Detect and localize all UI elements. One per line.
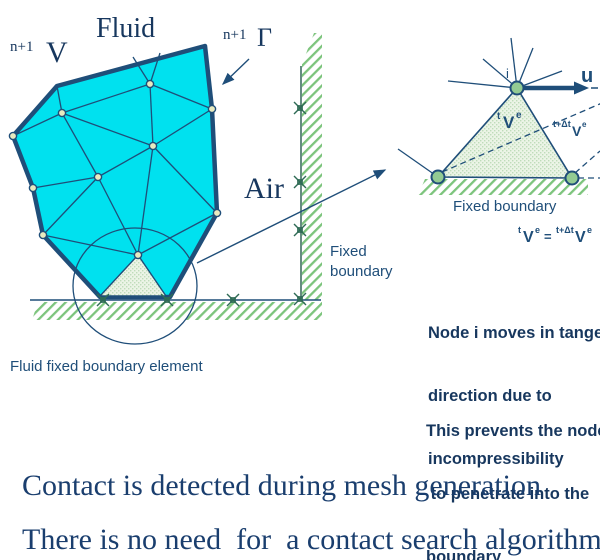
u-label: u [581,65,593,87]
detail-hatch [418,179,588,195]
svg-text:e: e [587,225,592,235]
svg-text:e: e [535,225,540,235]
fluid-region [10,43,220,300]
volume-formula: t V e = t+Δt V e [518,225,592,246]
note-penetration: This prevents the node to penetrate into… [426,379,600,560]
mesh-nodes [8,79,222,260]
leader-arrow [196,169,387,264]
statement-contact-detection: Contact is detected during mesh generati… [22,469,542,502]
svg-text:V: V [523,229,534,246]
note-line: direction due to [428,387,552,405]
boundary-element-triangle [98,253,168,297]
mesh-edges [12,52,218,256]
air-label: Air [244,172,284,205]
v-label: V [46,36,68,69]
detail-nodes [430,80,580,186]
svg-text:V: V [575,229,586,246]
velocity-arrowhead [574,81,589,95]
tdtve-sup-e: e [582,120,587,129]
node-i [509,80,525,96]
svg-text:t: t [518,225,521,235]
floor-hatch [32,302,322,320]
note-incompressibility: Node i moves in tangential direction due… [428,281,600,512]
gamma-superscript: n+1 [223,27,246,43]
element-caption: Fluid fixed boundary element [10,358,203,375]
detail-element-triangle [436,86,574,179]
tdtve-sup-t: t+Δt [553,119,571,129]
tve-v: V [503,113,515,132]
gamma-label: Γ [257,23,272,52]
displaced-element-dashed [441,103,600,179]
note-line: incompressibility [428,450,564,468]
note-line: boundary [426,548,502,560]
v-superscript: n+1 [10,39,33,55]
svg-text:=: = [544,229,552,244]
fixed-boundary-label-line2: boundary [330,263,393,280]
wall-hatch [302,33,322,300]
svg-text:t+Δt: t+Δt [556,225,574,235]
statement-no-search: There is no need for a contact search al… [22,523,600,556]
tve-sup-e: e [516,110,522,121]
note-line: Node i moves in tangential [428,324,600,342]
detail-fixed-boundary-label: Fixed boundary [453,198,557,215]
tdtve-v: V [572,123,582,139]
fixed-boundary-label-line1: Fixed [330,243,367,260]
tve-sup-t: t [497,111,501,122]
highlight-circle [72,227,198,345]
fluid-label: Fluid [96,13,155,44]
note-line: This prevents the node [426,422,600,440]
node-i-label: i [506,66,509,81]
gamma-arrow [221,58,250,85]
note-line: to penetrate into the [426,485,590,503]
diagram-canvas: Fluid n+1 V n+1 Γ Air Fixed boundary Flu… [8,13,600,375]
